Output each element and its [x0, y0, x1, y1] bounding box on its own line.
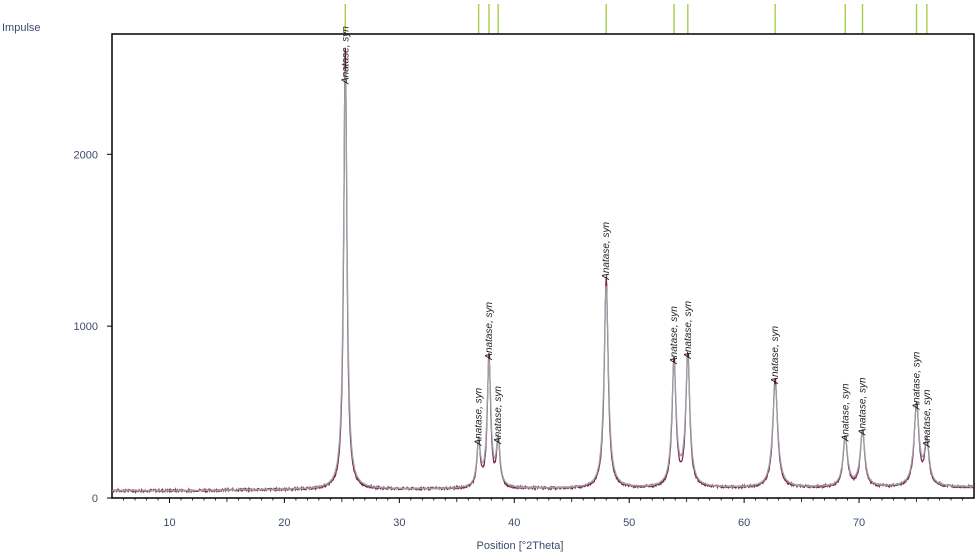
- peak-label-4: Anatase, syn: [601, 222, 612, 281]
- x-tick-label-4: 50: [623, 517, 635, 529]
- series-group: [111, 48, 974, 495]
- x-axis-title: Position [°2Theta]: [477, 540, 564, 552]
- axis-ticks: 10 20 30 40 50 60 70 0 1000 2000: [74, 149, 963, 529]
- x-tick-label-3: 40: [508, 517, 520, 529]
- y-tick-label-1: 1000: [74, 321, 98, 333]
- y-tick-label-2: 2000: [74, 149, 98, 161]
- peak-label-6: Anatase, syn: [683, 301, 694, 360]
- y-axis-title: Impulse: [2, 22, 41, 34]
- x-tick-label-6: 70: [853, 517, 865, 529]
- x-tick-label-1: 20: [278, 517, 290, 529]
- y-tick-label-0: 0: [92, 493, 98, 505]
- x-tick-label-0: 10: [163, 517, 175, 529]
- peak-label-7: Anatase, syn: [770, 325, 781, 384]
- peak-label-5: Anatase, syn: [669, 306, 680, 365]
- peak-label-9: Anatase, syn: [858, 377, 869, 436]
- plot-frame: [111, 33, 975, 499]
- peak-label-2: Anatase, syn: [484, 301, 495, 360]
- peak-label-3: Anatase, syn: [493, 386, 504, 445]
- x-tick-label-5: 60: [738, 517, 750, 529]
- peak-label-1: Anatase, syn: [474, 387, 485, 446]
- peak-label-8: Anatase, syn: [840, 383, 851, 442]
- peak-label-11: Anatase, syn: [922, 389, 933, 448]
- peak-label-10: Anatase, syn: [912, 351, 923, 410]
- peak-label-0: Anatase, syn: [340, 26, 351, 85]
- calculated-series-line: [111, 68, 974, 492]
- reference-markers: [344, 4, 928, 34]
- x-tick-label-2: 30: [393, 517, 405, 529]
